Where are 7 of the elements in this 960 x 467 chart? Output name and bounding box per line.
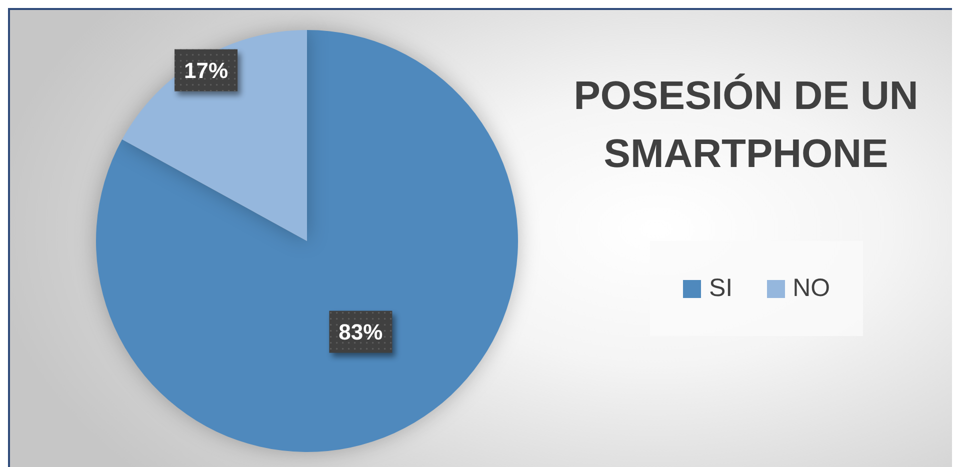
legend-label: SI <box>708 274 733 303</box>
text: POSESIÓN DE UN SMARTPHONE <box>572 72 920 178</box>
pie-slice <box>96 30 518 452</box>
pie-slice <box>122 30 307 241</box>
data-label: 83% <box>338 319 383 344</box>
legend-label: NO <box>792 274 830 303</box>
data-label: 17% <box>184 58 228 83</box>
